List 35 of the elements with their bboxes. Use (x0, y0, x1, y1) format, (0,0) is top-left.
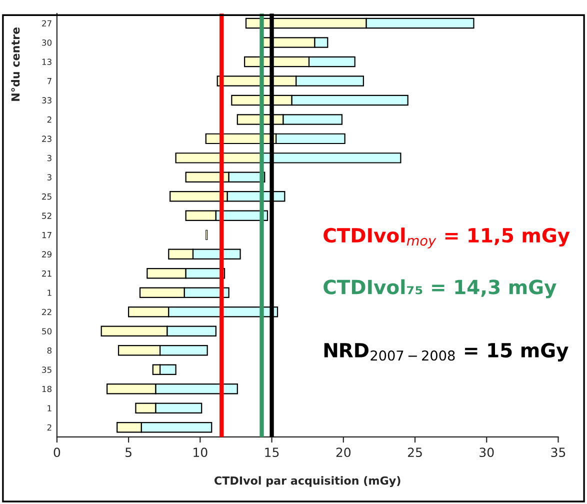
y-tick-label: 18 (42, 386, 52, 392)
y-tick-label: 35 (42, 366, 52, 373)
x-tick-label: 10 (194, 448, 208, 458)
y-tick-label: 1 (48, 290, 52, 296)
y-tick-label: 50 (42, 328, 52, 334)
y-tick-label: 30 (42, 39, 52, 46)
ref-line-label: CTDIvol₇₅ = 14,3 mGy (324, 279, 556, 298)
y-tick-label: 3 (47, 154, 52, 162)
x-axis-title: CTDIvol par acquisition (mGy) (214, 476, 400, 487)
x-tick-label: 0 (54, 448, 60, 458)
x-tick-label: 35 (551, 448, 566, 458)
y-tick-label: 25 (42, 193, 52, 200)
y-tick-label: 21 (42, 270, 52, 277)
x-tick-label: 25 (408, 448, 422, 458)
x-tick-label: 5 (126, 448, 132, 458)
y-tick-label: 33 (42, 97, 52, 104)
y-tick-label: 2 (47, 116, 52, 123)
y-tick-label: 1 (48, 405, 52, 412)
ref-line-label: CTDIvol$_{moy}$ = 11,5 mGy (324, 228, 570, 248)
y-tick-label: 17 (42, 232, 52, 238)
x-tick-label: 20 (336, 448, 351, 458)
y-tick-label: 23 (42, 136, 52, 142)
y-tick-label: 13 (42, 58, 52, 65)
y-axis-title: N°du centre (11, 27, 20, 101)
x-tick-label: 15 (265, 448, 279, 458)
y-tick-label: 52 (42, 212, 52, 219)
y-tick-label: 22 (42, 308, 52, 316)
ref-line-label: NRD$_{2007−2008}$ = 15 mGy (324, 342, 568, 362)
x-tick-label: 30 (480, 448, 494, 458)
y-tick-label: 7 (47, 78, 52, 84)
y-tick-label: 29 (42, 251, 52, 258)
y-tick-label: 2 (47, 424, 52, 431)
y-tick-label: 8 (47, 347, 52, 354)
y-tick-label: 27 (42, 20, 52, 26)
y-tick-label: 3 (47, 174, 52, 180)
